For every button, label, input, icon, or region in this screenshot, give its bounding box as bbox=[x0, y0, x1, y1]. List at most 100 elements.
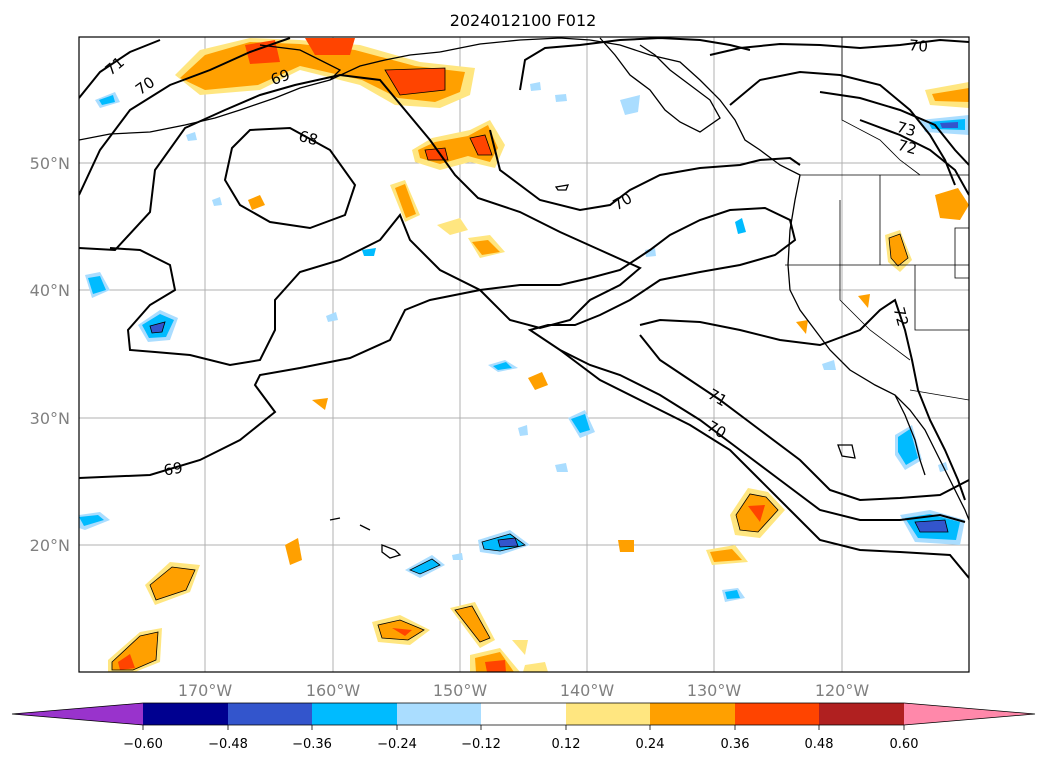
alaska-panhandle-coast bbox=[599, 37, 721, 133]
political-borders bbox=[785, 37, 969, 401]
positive-anomalies bbox=[108, 38, 969, 672]
contour-71b bbox=[639, 334, 969, 502]
contour-68 bbox=[223, 126, 357, 230]
alaska-canada-border bbox=[841, 37, 921, 176]
anomaly-shade bbox=[88, 276, 106, 294]
lat-label-40n: 40°N bbox=[30, 281, 70, 300]
lon-label-130w: 130°W bbox=[687, 681, 742, 700]
anomaly-outlines bbox=[111, 67, 949, 671]
latitude-labels: 50°N 40°N 30°N 20°N bbox=[30, 154, 70, 555]
contours bbox=[79, 37, 969, 579]
anomaly-shade bbox=[748, 505, 765, 522]
anomaly-shade bbox=[248, 195, 265, 210]
colorbar-tick-label: −0.60 bbox=[123, 737, 163, 752]
anomaly-shade bbox=[410, 559, 440, 574]
colorbar-segment bbox=[819, 703, 904, 725]
colorbar-segment bbox=[566, 703, 650, 725]
contour-71 bbox=[79, 39, 161, 99]
colorbar-extend-high bbox=[904, 703, 1035, 725]
anomaly-shade bbox=[898, 429, 918, 465]
anomaly-shade bbox=[796, 294, 870, 334]
lat-label-30n: 30°N bbox=[30, 409, 70, 428]
anomaly-shade bbox=[735, 218, 746, 234]
contour-label: 68 bbox=[297, 127, 320, 149]
anomaly-shade bbox=[571, 414, 590, 433]
anomaly-shade bbox=[915, 520, 948, 532]
north-america-coast bbox=[439, 37, 969, 521]
colorbar-segment bbox=[397, 703, 481, 725]
colorbar-tick-label: −0.36 bbox=[292, 737, 332, 752]
contour-70d bbox=[559, 349, 969, 579]
anomaly-shade bbox=[118, 654, 135, 670]
anomaly-shade bbox=[620, 95, 640, 115]
contour-70c bbox=[519, 37, 751, 91]
anomaly-shade bbox=[425, 135, 492, 160]
colorbar-tick-label: −0.48 bbox=[208, 737, 248, 752]
colorbar-tick-label: −0.24 bbox=[377, 737, 417, 752]
anomaly-shade bbox=[395, 184, 416, 218]
contour-70 bbox=[79, 37, 291, 196]
colorbar-segment bbox=[650, 703, 735, 725]
lon-label-120w: 120°W bbox=[815, 681, 870, 700]
contour-70e bbox=[709, 38, 969, 56]
aleutian-coast bbox=[79, 51, 441, 141]
contour-label: 72 bbox=[896, 136, 919, 158]
anomaly-shade bbox=[932, 88, 969, 102]
colorbar-segment bbox=[312, 703, 397, 725]
colorbar-extend-low bbox=[12, 703, 143, 725]
anomaly-shade bbox=[725, 590, 740, 599]
anomaly-shade bbox=[305, 38, 355, 55]
colorbar-segment bbox=[735, 703, 819, 725]
colorbar-tick-label: 0.36 bbox=[721, 737, 750, 752]
anomaly-shade bbox=[285, 538, 302, 565]
contour-69b bbox=[79, 206, 966, 523]
anomaly-shade bbox=[392, 628, 412, 636]
alaska-coast bbox=[259, 44, 342, 81]
anomaly-shade bbox=[940, 122, 958, 128]
anomaly-shade bbox=[79, 515, 104, 526]
contour-73b bbox=[859, 119, 969, 196]
map-area bbox=[79, 37, 969, 672]
anomaly-shade bbox=[437, 218, 468, 235]
anomaly-shade bbox=[889, 234, 908, 266]
anomaly-shade bbox=[385, 68, 445, 95]
hawaii-coast bbox=[329, 517, 402, 559]
anomaly-shade bbox=[935, 188, 969, 220]
lon-label-160w: 160°W bbox=[306, 681, 361, 700]
anomaly-shade bbox=[99, 95, 115, 105]
colorbar-tick-label: 0.60 bbox=[890, 737, 919, 752]
colorbar-segment bbox=[481, 703, 566, 725]
contour-70b bbox=[489, 129, 801, 212]
contour-72 bbox=[639, 298, 966, 501]
colorbar-tick-label: 0.24 bbox=[636, 737, 665, 752]
contour-label: 69 bbox=[268, 66, 292, 89]
anomaly-shade bbox=[493, 362, 512, 370]
map-title: 2024012100 F012 bbox=[450, 11, 597, 30]
anomaly-shade bbox=[710, 549, 742, 562]
lat-label-50n: 50°N bbox=[30, 154, 70, 173]
longitude-labels: 170°W 160°W 150°W 140°W 130°W 120°W bbox=[178, 681, 870, 700]
anomaly-shade bbox=[150, 322, 165, 333]
anomaly-shade bbox=[528, 372, 548, 390]
contour-72b bbox=[819, 91, 969, 166]
island-coast bbox=[554, 184, 856, 459]
contour-label: 69 bbox=[162, 459, 184, 480]
lon-label-150w: 150°W bbox=[433, 681, 488, 700]
state-borders bbox=[785, 175, 969, 401]
colorbar-tick-label: 0.12 bbox=[552, 737, 581, 752]
lon-label-170w: 170°W bbox=[178, 681, 233, 700]
colorbar-tick-label: −0.12 bbox=[461, 737, 501, 752]
contour-label: 73 bbox=[895, 118, 918, 140]
map-frame bbox=[78, 36, 970, 673]
lat-label-20n: 20°N bbox=[30, 536, 70, 555]
anomaly-shade bbox=[150, 567, 195, 600]
colorbar-tick-label: 0.48 bbox=[805, 737, 834, 752]
colorbar-segment bbox=[228, 703, 312, 725]
anomaly-shade bbox=[498, 538, 518, 547]
colorbar: −0.60 −0.48 −0.36 −0.24 −0.12 0.12 0.24 … bbox=[11, 702, 1036, 752]
colorbar-ticks bbox=[142, 725, 905, 730]
contour-label: 70 bbox=[908, 36, 929, 56]
lon-label-140w: 140°W bbox=[560, 681, 615, 700]
coastlines bbox=[79, 37, 969, 559]
